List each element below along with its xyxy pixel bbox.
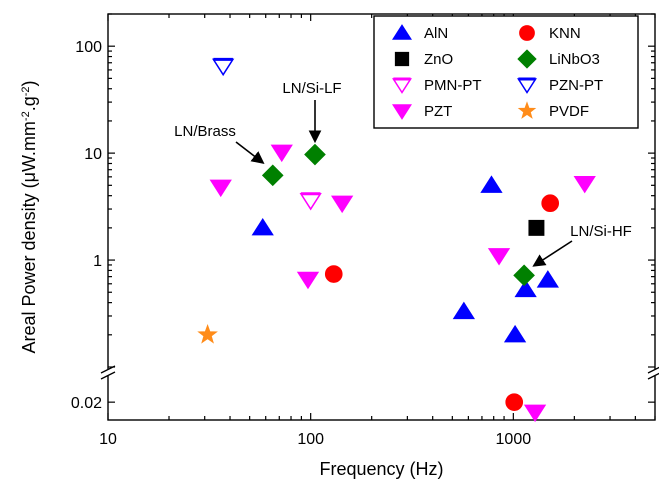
- y-tick-label: 100: [75, 39, 102, 56]
- point-pvdf: [197, 323, 218, 344]
- ticks: 10 100 1000 0.02 1 10 100: [71, 13, 656, 448]
- legend-label: ZnO: [424, 51, 453, 68]
- legend-marker-pvdf: [517, 101, 537, 119]
- legend-marker-pzt: [392, 104, 412, 120]
- legend-label: AlN: [424, 25, 448, 42]
- x-tick-label: 1000: [496, 431, 532, 448]
- annotation-label: LN/Si-LF: [282, 80, 341, 97]
- y-axis-title-sup2: -2: [20, 86, 32, 96]
- point-aln: [452, 301, 476, 320]
- point-aln: [503, 324, 527, 343]
- legend-label: KNN: [549, 25, 581, 42]
- y-tick-label: 1: [93, 253, 102, 270]
- y-axis-title-sup1: -2: [20, 111, 32, 121]
- legend-marker-linbo3: [517, 49, 537, 69]
- point-knn: [324, 265, 343, 283]
- point-pzt: [270, 144, 293, 163]
- data-marks: [197, 57, 596, 423]
- point-pmn-pt: [299, 192, 322, 211]
- annotation-arrow: [235, 141, 265, 164]
- y-tick-label: 0.02: [71, 395, 102, 412]
- legend-marker-knn: [519, 25, 535, 41]
- x-axis-title: Frequency (Hz): [319, 459, 443, 479]
- y-axis-title-prefix: Areal Power density (μW.mm: [19, 121, 39, 353]
- legend-marker-pzn-pt: [517, 77, 537, 94]
- legend-marker-pmn-pt: [392, 77, 412, 94]
- legend-label: PZN-PT: [549, 77, 603, 94]
- point-pzt: [296, 271, 320, 290]
- point-aln: [536, 270, 559, 288]
- x-tick-label: 100: [297, 431, 324, 448]
- axes: [100, 13, 659, 421]
- legend-label: PMN-PT: [424, 77, 482, 94]
- annotations: LN/Si-LF LN/Brass LN/Si-HF: [174, 80, 632, 267]
- legend-label: PVDF: [549, 103, 589, 120]
- point-linbo3: [513, 264, 535, 287]
- point-aln: [480, 175, 503, 193]
- legend-label: PZT: [424, 103, 452, 120]
- annotation-arrow: [532, 240, 573, 267]
- point-knn: [541, 194, 560, 213]
- y-axis-title-mid: .g: [19, 96, 39, 111]
- point-pzn-pt: [212, 57, 235, 77]
- y-axis-title: Areal Power density (μW.mm-2.g-2): [19, 80, 39, 353]
- legend: AlN KNN ZnO LiNbO3 PMN-PT PZN-PT PZT PVDF: [373, 15, 639, 129]
- annotation-label: LN/Brass: [174, 123, 236, 140]
- y-tick-label: 10: [84, 146, 102, 163]
- x-tick-label: 10: [99, 431, 117, 448]
- point-pzt: [573, 175, 596, 194]
- point-pzt: [209, 179, 232, 198]
- point-pzt: [487, 248, 511, 266]
- point-linbo3: [304, 143, 326, 166]
- point-zno: [528, 219, 545, 236]
- y-axis-title-suffix: ): [19, 80, 39, 86]
- plot-frame: [107, 13, 656, 421]
- legend-box: [373, 15, 639, 129]
- point-linbo3: [261, 164, 284, 187]
- annotation-label: LN/Si-HF: [570, 223, 632, 240]
- point-aln: [514, 279, 537, 298]
- legend-marker-zno: [394, 51, 410, 67]
- point-pzt: [331, 195, 354, 214]
- legend-label: LiNbO3: [549, 51, 600, 68]
- point-aln: [251, 217, 274, 236]
- point-pzt: [523, 404, 547, 423]
- legend-marker-aln: [392, 24, 412, 40]
- y-axis-break-right: [647, 366, 659, 380]
- point-knn: [505, 393, 524, 411]
